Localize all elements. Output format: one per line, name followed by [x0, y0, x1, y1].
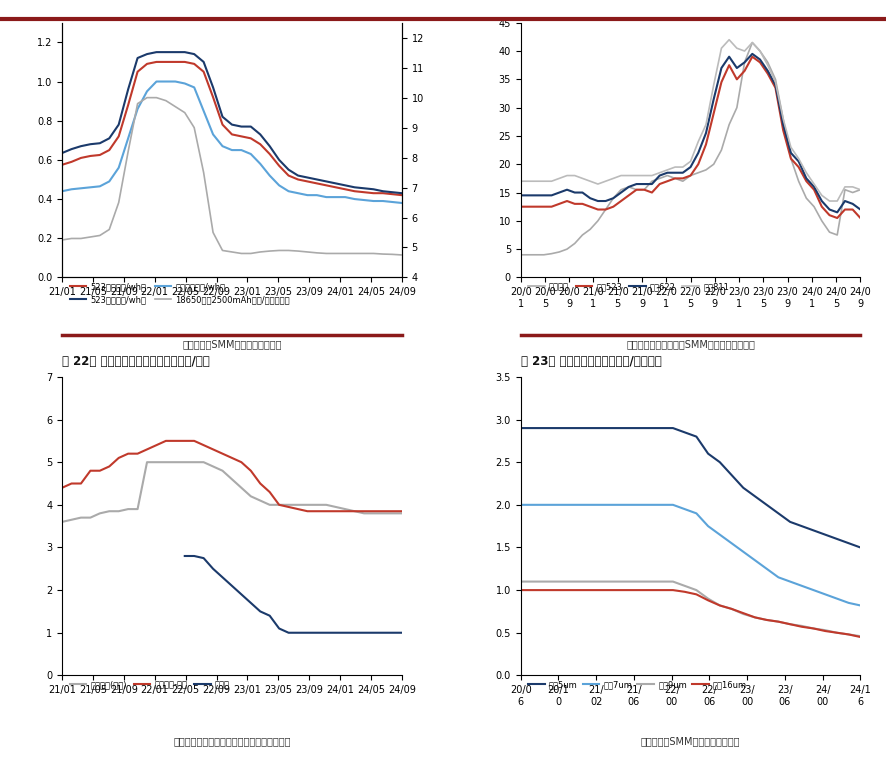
Text: 图 23： 部分隔膜价格走势（元/平方米）: 图 23： 部分隔膜价格走势（元/平方米） [520, 355, 661, 368]
Legend: 磷酸鐵锂, 三元523, 三元622, 三元811: 磷酸鐵锂, 三元523, 三元622, 三元811 [525, 279, 732, 294]
Text: 数据来源：SMM，东吴证券研究所: 数据来源：SMM，东吴证券研究所 [182, 339, 282, 349]
Legend: 523方形（元/wh）, 523软包（元/wh）, 方形铁锂（元/wh）, 18650圆杗2500mAh（元/支，右轴）: 523方形（元/wh）, 523软包（元/wh）, 方形铁锂（元/wh）, 18… [66, 279, 293, 308]
Text: 数据来源：鑫棱资讯、SMM，东吴证券研究所: 数据来源：鑫棱资讯、SMM，东吴证券研究所 [626, 339, 754, 349]
Text: 图 22： 电池负极材料价格走势（万元/吨）: 图 22： 电池负极材料价格走势（万元/吨） [62, 355, 210, 368]
Legend: 湿法5um, 湿法7um, 湿法9um, 干法16um: 湿法5um, 湿法7um, 湿法9um, 干法16um [525, 677, 750, 692]
Legend: 天然石墨(中端), 人造负极-百川, 石墨化: 天然石墨(中端), 人造负极-百川, 石墨化 [66, 677, 233, 692]
Text: 数据来源：鑫棱资讯、百川，东吴证券研究所: 数据来源：鑫棱资讯、百川，东吴证券研究所 [173, 737, 291, 747]
Text: 数据来源：SMM，东吴证券研究所: 数据来源：SMM，东吴证券研究所 [640, 737, 740, 747]
